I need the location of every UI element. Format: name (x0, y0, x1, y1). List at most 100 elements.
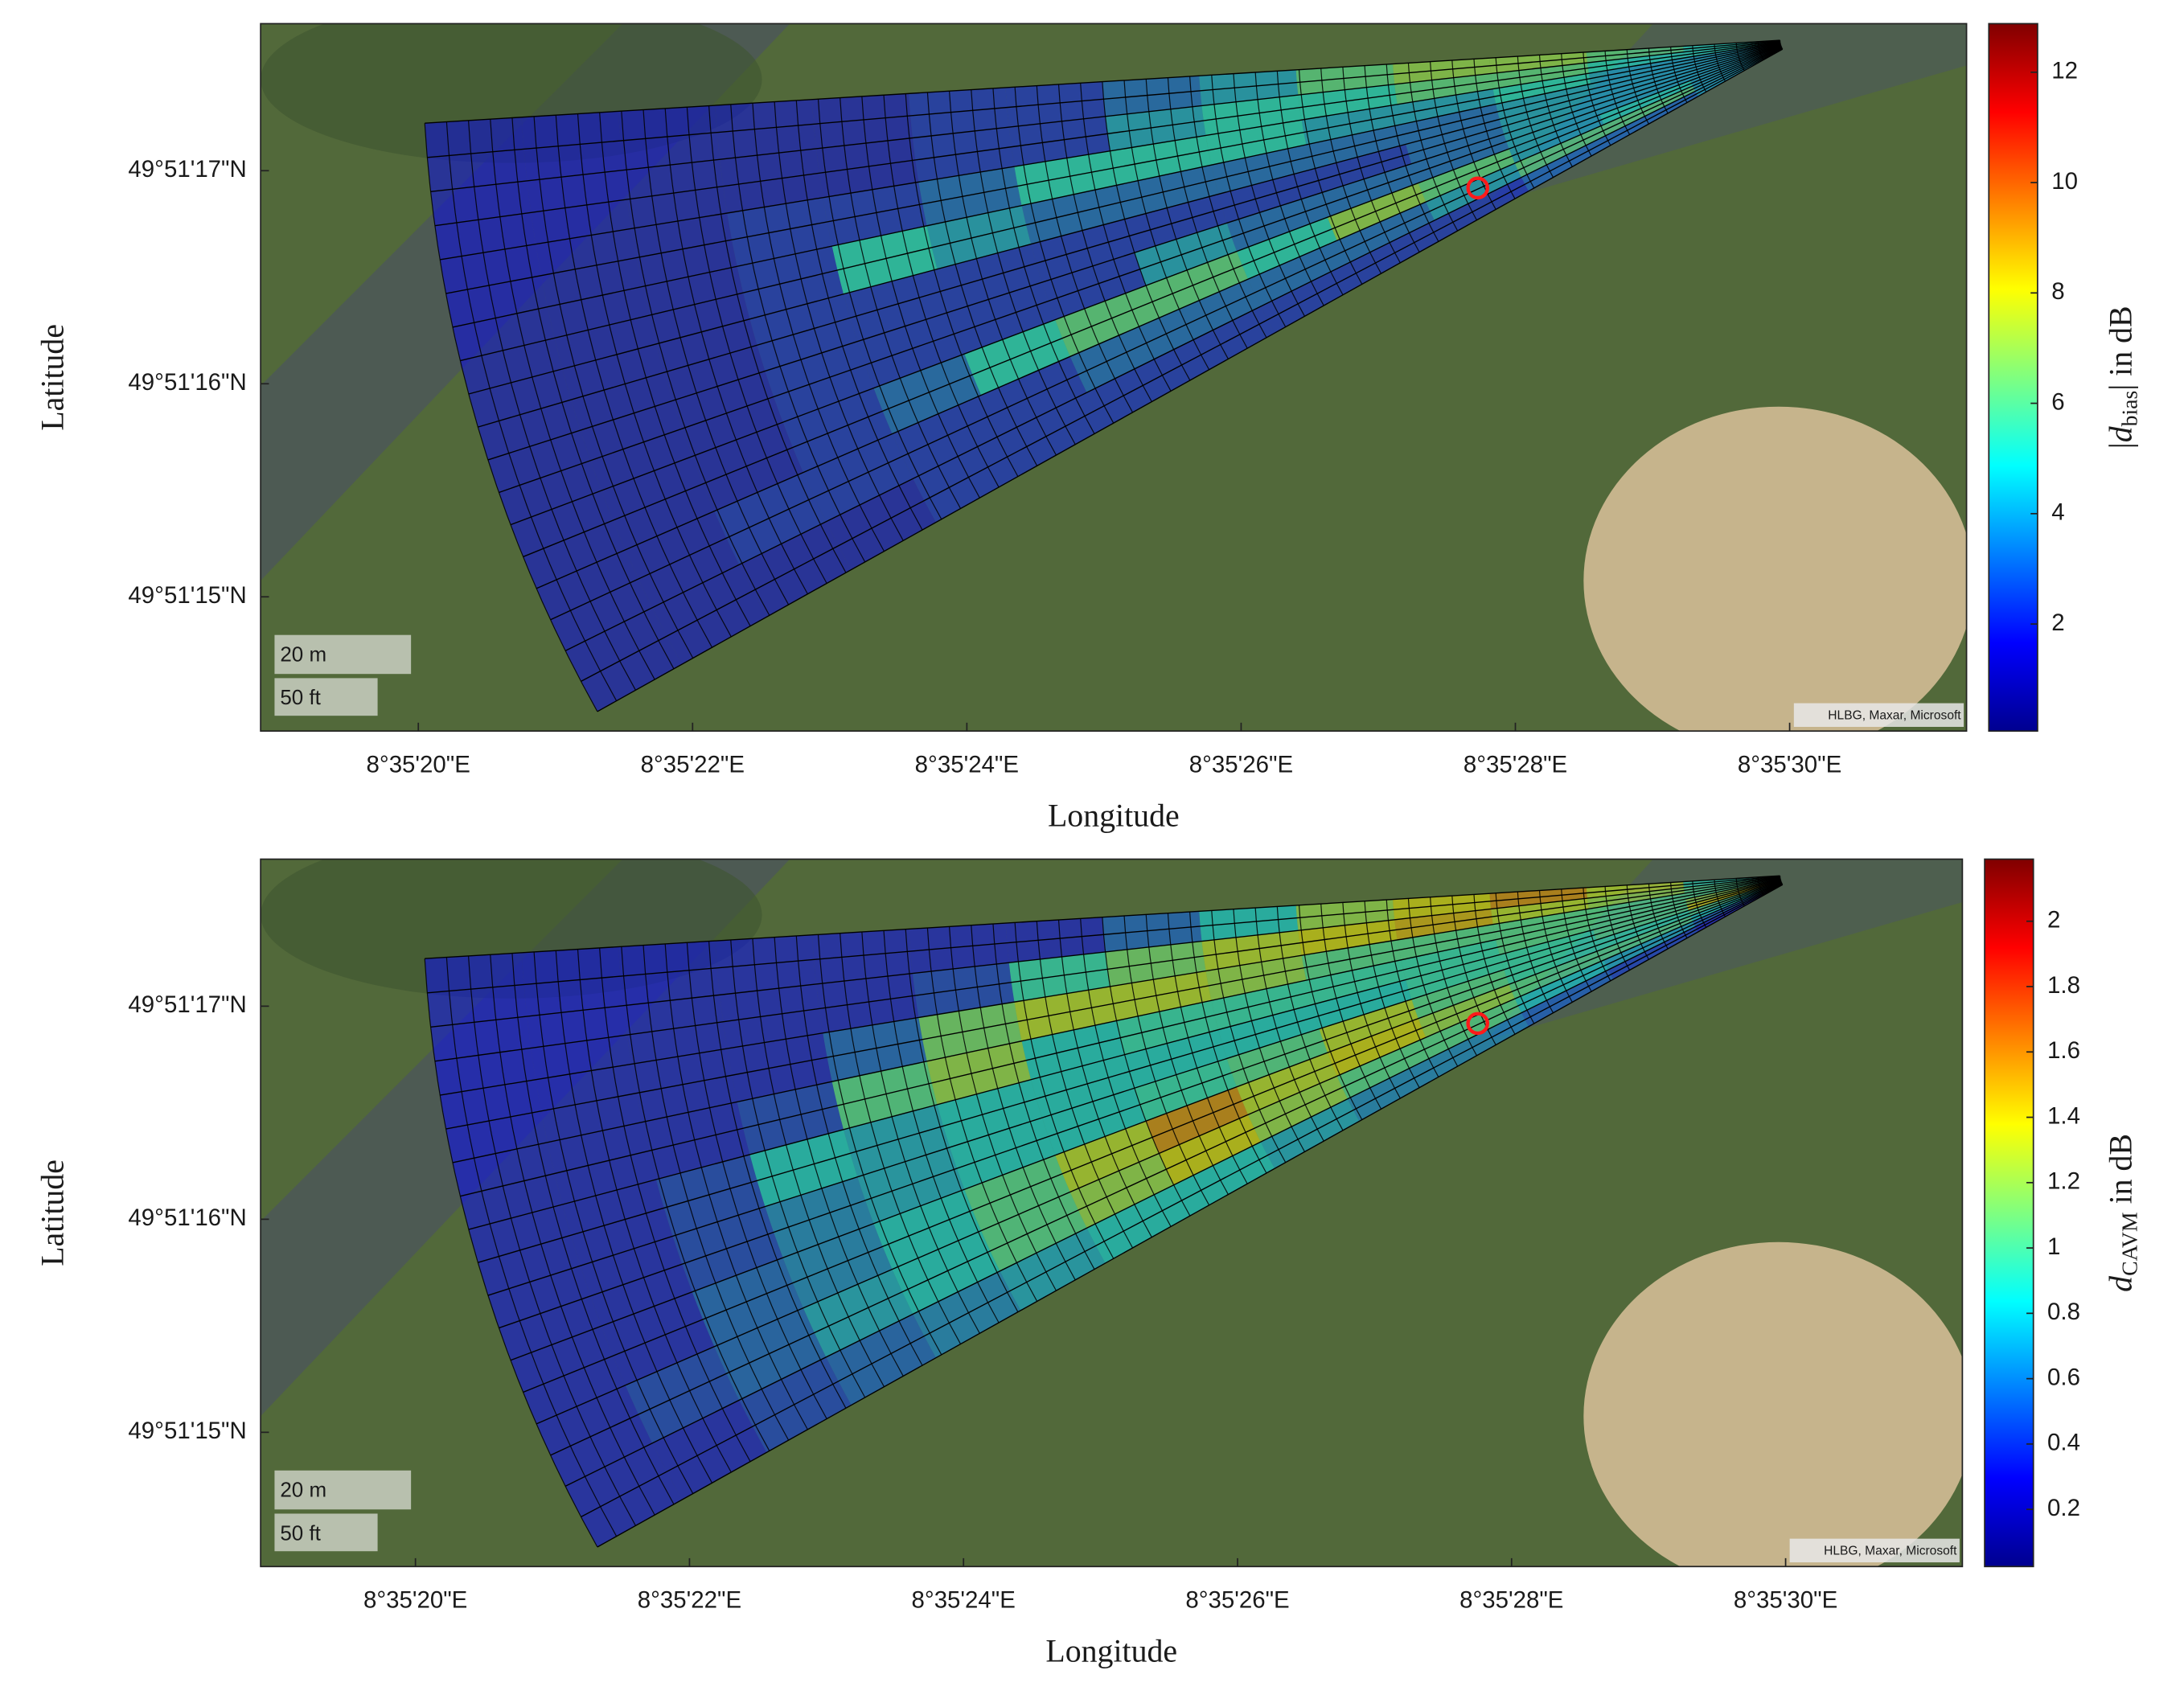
cell-grid (1276, 71, 1344, 296)
cell (1521, 134, 1614, 191)
label-part: in dB (2103, 1134, 2138, 1212)
cell-grid (424, 123, 598, 712)
cell (749, 293, 858, 371)
attribution-box (1793, 703, 1964, 728)
cell-grid (642, 109, 790, 605)
cell-grid (1254, 72, 1324, 306)
cell (1021, 185, 1125, 244)
cell-grid (840, 97, 962, 509)
cell-grid (1320, 904, 1382, 1110)
cell (625, 1346, 740, 1443)
scale-label: 50 ft (280, 1520, 321, 1545)
cell-grid (840, 933, 962, 1344)
x-tick-label: 8°35'22"E (641, 751, 745, 778)
cell (521, 946, 624, 1017)
colorbar-label: |dbias| in dB (2103, 306, 2142, 449)
cell (1434, 177, 1529, 239)
cell (1509, 950, 1604, 999)
map-area: 20 m 50 ft HLBG, Maxar, Microsoft (261, 23, 1967, 732)
cell (1110, 135, 1212, 186)
cell (642, 1102, 750, 1180)
cell (1587, 887, 1685, 909)
cell-grid (1561, 53, 1592, 157)
colorbar (1984, 858, 2034, 1568)
x-tick-label: 8°35'30"E (1738, 751, 1841, 778)
cell-grid (1211, 75, 1287, 327)
cell-grid (774, 937, 904, 1377)
cell-grid (577, 113, 732, 638)
cell (1397, 88, 1496, 125)
cell (909, 87, 1009, 138)
cell-grid (1670, 47, 1688, 103)
cell-grid (861, 931, 980, 1334)
cell-grid (1451, 60, 1496, 210)
x-tick-label: 8°35'28"E (1459, 1586, 1563, 1613)
cell (425, 952, 528, 1028)
cell (803, 1269, 913, 1357)
cell (440, 1079, 548, 1163)
cell (1596, 75, 1691, 115)
cell-grid (1123, 80, 1210, 371)
cell (1247, 240, 1348, 307)
cell (1124, 1029, 1227, 1089)
cell-grid (1167, 913, 1248, 1184)
cell-grid (1036, 85, 1134, 413)
cell (1110, 971, 1212, 1021)
cell-grid (1233, 73, 1306, 317)
cell (714, 1307, 827, 1401)
cell (1000, 392, 1106, 475)
cell-grid (1102, 917, 1191, 1217)
cell-grid (774, 101, 904, 541)
cell (873, 354, 982, 434)
cell (1000, 1228, 1106, 1311)
cell (1521, 970, 1614, 1027)
cell-grid (1145, 79, 1229, 359)
cell (1146, 251, 1248, 318)
x-axis-label: Longitude (1048, 798, 1180, 833)
cell (950, 1118, 1056, 1190)
cell-grid (992, 923, 1095, 1270)
cell-grid (795, 935, 923, 1366)
cell-grid (1057, 919, 1152, 1237)
cell (1086, 349, 1190, 428)
cell (981, 1192, 1087, 1271)
cell (1005, 917, 1106, 963)
cell (1226, 193, 1328, 252)
cell-grid (490, 954, 655, 1516)
cell-grid (817, 99, 942, 520)
cell-grid (490, 119, 655, 680)
cell (831, 1061, 938, 1130)
y-axis-label: Latitude (35, 1159, 71, 1266)
cell (510, 490, 626, 589)
y-tick-label: 49°51'16"N (128, 1204, 246, 1231)
cell (1021, 1020, 1125, 1080)
cell (1499, 94, 1597, 134)
cell-grid (752, 103, 885, 552)
cell (1312, 144, 1412, 194)
cell-grid (467, 120, 636, 691)
colorbar-tick-label: 0.2 (2047, 1495, 2080, 1521)
cell (601, 456, 715, 550)
cell (1205, 120, 1307, 166)
cell-grid (1233, 909, 1306, 1152)
label-subscript: bias (2117, 391, 2142, 427)
cell-grid (1102, 81, 1191, 381)
scale-label: 50 ft (280, 685, 321, 709)
colorbar-tick-label: 0.6 (2047, 1364, 2080, 1390)
cell (1591, 899, 1687, 930)
cell (1588, 57, 1686, 84)
site-marker (1466, 1012, 1489, 1036)
y-tick-label: 49°51'17"N (128, 156, 246, 183)
cell (1102, 76, 1202, 117)
cell (937, 244, 1042, 312)
x-tick-label: 8°35'26"E (1185, 1586, 1289, 1613)
cell-grid (708, 941, 847, 1409)
cell (430, 1016, 536, 1096)
cell (1014, 150, 1117, 206)
cell (452, 306, 563, 394)
x-tick-label: 8°35'20"E (363, 1586, 467, 1613)
x-tick-label: 8°35'24"E (912, 1586, 1016, 1613)
cell (1069, 1153, 1174, 1229)
colorbar-tick-label: 6 (2051, 388, 2064, 415)
cell-grid (1538, 890, 1573, 1003)
